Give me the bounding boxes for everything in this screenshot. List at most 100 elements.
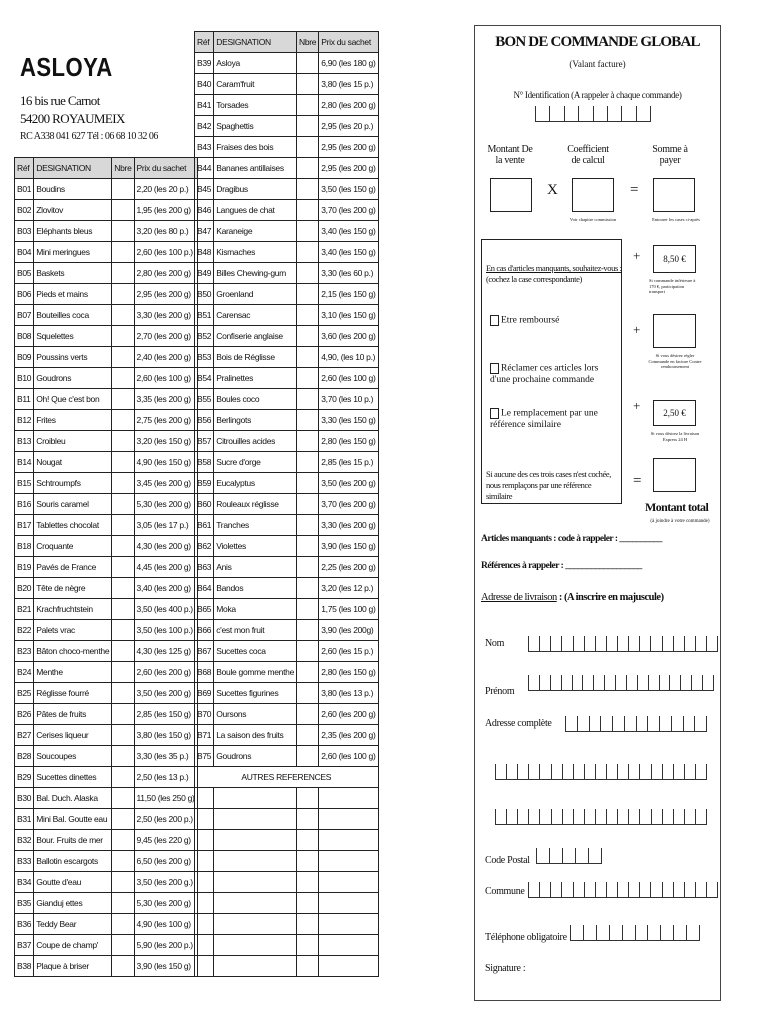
empty-row[interactable] (193, 892, 379, 914)
signature-label[interactable]: Signature : (485, 963, 526, 974)
commune-field[interactable] (528, 882, 719, 898)
char-cell[interactable] (539, 636, 550, 651)
char-cell[interactable] (539, 809, 550, 824)
qty-cell[interactable] (111, 598, 135, 620)
empty-cell[interactable] (295, 787, 320, 809)
char-cell[interactable] (582, 925, 596, 940)
char-cell[interactable] (594, 636, 606, 651)
empty-cell[interactable] (318, 892, 379, 914)
char-cell[interactable] (702, 675, 714, 690)
qty-cell[interactable] (111, 199, 135, 221)
empty-cell[interactable] (295, 808, 320, 830)
adresse-field-3[interactable] (495, 809, 708, 825)
char-cell[interactable] (650, 764, 662, 779)
qty-cell[interactable] (111, 262, 135, 284)
char-cell[interactable] (617, 764, 628, 779)
empty-cell[interactable] (213, 934, 297, 956)
qty-cell[interactable] (111, 430, 135, 452)
char-cell[interactable] (694, 764, 708, 779)
empty-row[interactable] (193, 871, 379, 893)
char-cell[interactable] (608, 925, 622, 940)
char-cell[interactable] (647, 716, 659, 731)
tel-field[interactable] (570, 925, 701, 941)
adresse-field-1[interactable] (565, 716, 707, 732)
qty-cell[interactable] (295, 52, 320, 74)
qty-cell[interactable] (295, 724, 320, 746)
empty-cell[interactable] (193, 808, 215, 830)
empty-cell[interactable] (213, 913, 297, 935)
empty-row[interactable] (193, 829, 379, 851)
char-cell[interactable] (604, 675, 615, 690)
char-cell[interactable] (617, 809, 628, 824)
char-cell[interactable] (606, 106, 621, 121)
qty-cell[interactable] (111, 535, 135, 557)
qty-cell[interactable] (111, 913, 135, 935)
adresse-field-2[interactable] (495, 764, 708, 780)
char-cell[interactable] (594, 764, 606, 779)
empty-cell[interactable] (193, 913, 215, 935)
qty-cell[interactable] (111, 241, 135, 263)
qty-cell[interactable] (111, 640, 135, 662)
char-cell[interactable] (673, 925, 686, 940)
char-cell[interactable] (550, 764, 562, 779)
qty-cell[interactable] (295, 598, 320, 620)
qty-cell[interactable] (295, 115, 320, 137)
qty-cell[interactable] (295, 157, 320, 179)
char-cell[interactable] (669, 675, 680, 690)
empty-row[interactable] (193, 934, 379, 956)
char-cell[interactable] (682, 716, 695, 731)
qty-cell[interactable] (295, 514, 320, 536)
montant-box[interactable] (490, 178, 532, 212)
char-cell[interactable] (683, 882, 695, 897)
char-cell[interactable] (550, 882, 561, 897)
empty-cell[interactable] (295, 871, 320, 893)
qty-cell[interactable] (111, 514, 135, 536)
qty-cell[interactable] (295, 493, 320, 515)
empty-cell[interactable] (295, 829, 320, 851)
qty-cell[interactable] (111, 703, 135, 725)
checkbox[interactable] (490, 315, 499, 326)
char-cell[interactable] (621, 925, 635, 940)
char-cell[interactable] (634, 925, 648, 940)
coefficient-box[interactable] (572, 178, 614, 212)
empty-row[interactable] (193, 955, 379, 977)
qty-cell[interactable] (111, 346, 135, 368)
char-cell[interactable] (572, 809, 584, 824)
qty-cell[interactable] (295, 682, 320, 704)
char-cell[interactable] (628, 809, 639, 824)
checkbox[interactable] (490, 408, 499, 419)
qty-cell[interactable] (111, 472, 135, 494)
char-cell[interactable] (615, 675, 626, 690)
qty-cell[interactable] (295, 451, 320, 473)
char-cell[interactable] (600, 716, 612, 731)
missing-code[interactable]: Articles manquants : code à rappeler : _… (481, 534, 662, 544)
char-cell[interactable] (578, 106, 592, 121)
qty-cell[interactable] (111, 892, 135, 914)
empty-cell[interactable] (318, 829, 379, 851)
char-cell[interactable] (621, 106, 635, 121)
empty-cell[interactable] (318, 850, 379, 872)
qty-cell[interactable] (295, 430, 320, 452)
qty-cell[interactable] (295, 262, 320, 284)
qty-cell[interactable] (295, 661, 320, 683)
char-cell[interactable] (606, 764, 617, 779)
empty-cell[interactable] (318, 955, 379, 977)
qty-cell[interactable] (295, 178, 320, 200)
char-cell[interactable] (661, 764, 673, 779)
char-cell[interactable] (582, 675, 593, 690)
empty-cell[interactable] (213, 850, 297, 872)
char-cell[interactable] (593, 675, 604, 690)
qty-cell[interactable] (295, 640, 320, 662)
char-cell[interactable] (670, 716, 683, 731)
empty-cell[interactable] (193, 892, 215, 914)
qty-cell[interactable] (295, 703, 320, 725)
empty-cell[interactable] (318, 913, 379, 935)
char-cell[interactable] (528, 882, 539, 897)
char-cell[interactable] (528, 809, 539, 824)
char-cell[interactable] (576, 716, 589, 731)
empty-row[interactable] (193, 808, 379, 830)
char-cell[interactable] (625, 675, 637, 690)
char-cell[interactable] (628, 882, 639, 897)
char-cell[interactable] (636, 675, 648, 690)
empty-cell[interactable] (318, 808, 379, 830)
